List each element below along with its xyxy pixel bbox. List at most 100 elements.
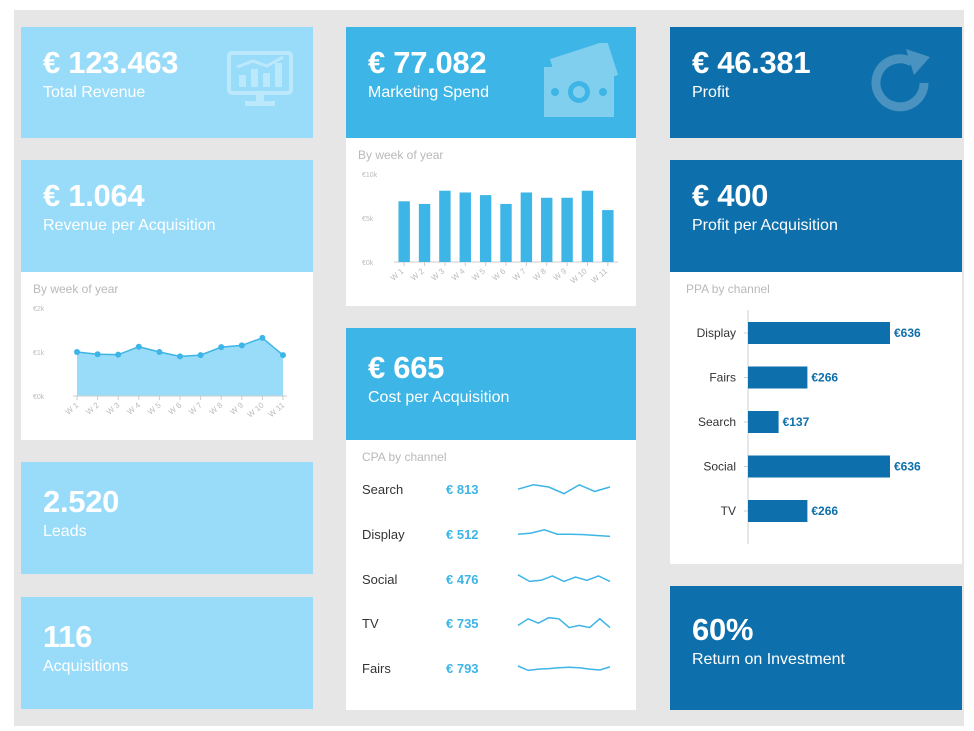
cpa-row: TV € 735 (346, 614, 636, 634)
cpa-channel-value: € 813 (446, 482, 479, 497)
data-point (238, 342, 245, 349)
x-tick-label: W 6 (491, 266, 508, 282)
dashboard: € 123.463 Total Revenue € 1.064 Revenue … (14, 10, 964, 726)
x-tick-label: W 11 (267, 400, 287, 419)
bar (748, 322, 890, 344)
data-label: €137 (783, 415, 810, 429)
x-tick-label: W 10 (569, 266, 590, 285)
ppa-by-channel-panel: PPA by channel Display €636 Fairs €266 Searc… (670, 272, 962, 564)
data-label: €266 (811, 504, 838, 518)
x-tick-label: W 8 (208, 400, 225, 416)
x-tick-label: W 4 (125, 400, 142, 416)
cpa-channel-name: Search (362, 482, 404, 497)
profit-per-acquisition-card[interactable]: € 400 Profit per Acquisition (670, 160, 962, 272)
marketing-spend-label: Marketing Spend (368, 84, 489, 101)
profit-value: € 46.381 (692, 45, 811, 80)
data-label: €266 (811, 371, 838, 385)
x-tick-label: W 6 (167, 400, 184, 416)
cpa-channel-name: Display (362, 526, 405, 542)
roi-label: Return on Investment (692, 651, 845, 668)
total-revenue-card[interactable]: € 123.463 Total Revenue (21, 27, 313, 138)
cpa-channel-name: Fairs (362, 661, 391, 677)
revenue-per-acquisition-card[interactable]: € 1.064 Revenue per Acquisition (21, 160, 313, 272)
revenue-per-acquisition-label: Revenue per Acquisition (43, 217, 216, 234)
data-point (259, 334, 266, 341)
x-tick-label: W 3 (430, 266, 447, 282)
x-tick-label: W 4 (450, 266, 467, 282)
acquisitions-label: Acquisitions (43, 658, 129, 675)
category-label: Fairs (709, 371, 736, 385)
category-label: Display (697, 326, 736, 340)
x-tick-label: W 8 (531, 266, 548, 282)
cpa-channel-value: € 476 (446, 571, 479, 587)
x-tick-label: W 2 (409, 266, 426, 282)
x-tick-label: W 7 (187, 400, 204, 416)
data-point (177, 353, 183, 360)
cpa-row: Fairs € 793 (346, 659, 636, 679)
cpa-row: Search € 813 (346, 480, 636, 500)
roi-value: 60% (692, 612, 754, 647)
bar (748, 411, 779, 433)
banknotes-icon (544, 43, 619, 117)
leads-card[interactable]: 2.520 Leads (21, 462, 313, 574)
cost-per-acquisition-card[interactable]: € 665 Cost per Acquisition (346, 328, 636, 440)
leads-value: 2.520 (43, 484, 120, 519)
cpa-by-channel-panel: CPA by channel Search € 813 Display € 512 So… (346, 440, 636, 710)
revenue-chart-title: By week of year (33, 282, 119, 296)
roi-card[interactable]: 60% Return on Investment (670, 586, 962, 710)
cpa-sparkline (517, 573, 611, 582)
sparkline-path (517, 665, 611, 672)
cost-per-acquisition-label: Cost per Acquisition (368, 389, 510, 406)
marketing-spend-value: € 77.082 (368, 45, 487, 80)
category-label: TV (721, 504, 736, 518)
cpa-sparkline (517, 528, 611, 537)
data-point (115, 351, 122, 358)
bar (748, 455, 890, 478)
ppa-horizontal-bar-chart: Display €636 Fairs €266 Search €137 Social €636… (697, 310, 921, 544)
acquisitions-card[interactable]: 116 Acquisitions (21, 597, 313, 709)
x-tick-label: W 7 (511, 266, 528, 282)
ppa-title: PPA by channel (686, 282, 770, 296)
x-tick-label: W 10 (246, 400, 267, 419)
y-tick-label: €0k (362, 260, 374, 267)
bar (479, 195, 492, 262)
bar (500, 203, 512, 262)
bar (398, 201, 410, 262)
x-tick-label: W 1 (64, 400, 81, 416)
cpa-channel-value: € 793 (446, 661, 479, 677)
cpa-row: Display € 512 (346, 525, 636, 545)
x-tick-label: W 2 (84, 400, 101, 416)
x-tick-label: W 11 (589, 266, 609, 285)
x-tick-label: W 5 (146, 400, 163, 416)
category-label: Social (703, 460, 736, 474)
total-revenue-value: € 123.463 (43, 45, 179, 80)
bar (520, 192, 533, 262)
data-point (197, 352, 204, 359)
marketing-chart-title: By week of year (358, 148, 444, 162)
data-point (280, 352, 286, 359)
cpa-channel-name: Social (362, 571, 398, 587)
bar (602, 210, 614, 262)
y-tick-label: €0k (33, 394, 45, 401)
y-tick-label: €5k (362, 216, 374, 223)
acquisitions-value: 116 (43, 619, 93, 654)
x-tick-label: W 9 (228, 400, 245, 416)
data-point (218, 344, 225, 351)
data-point (94, 351, 101, 358)
cpa-sparkline (517, 665, 611, 672)
bar (418, 203, 431, 262)
profit-per-acquisition-label: Profit per Acquisition (692, 217, 838, 234)
monitor-chart-icon (227, 51, 293, 106)
y-tick-label: €2k (33, 306, 45, 313)
data-label: €636 (894, 460, 921, 474)
sparkline-path (517, 483, 611, 495)
profit-card[interactable]: € 46.381 Profit (670, 27, 962, 138)
bar (748, 366, 808, 389)
marketing-spend-card[interactable]: € 77.082 Marketing Spend (346, 27, 636, 138)
x-tick-label: W 3 (105, 400, 122, 416)
cpa-title: CPA by channel (362, 450, 447, 464)
area-fill (77, 337, 283, 396)
